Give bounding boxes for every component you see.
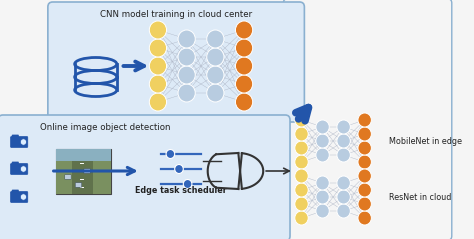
Circle shape	[337, 176, 350, 190]
Circle shape	[295, 127, 308, 141]
Circle shape	[337, 204, 350, 218]
Circle shape	[149, 57, 166, 75]
Circle shape	[149, 39, 166, 57]
FancyBboxPatch shape	[12, 190, 18, 194]
Circle shape	[236, 75, 253, 93]
Circle shape	[236, 39, 253, 57]
Text: Edge task scheduler: Edge task scheduler	[135, 186, 227, 195]
FancyBboxPatch shape	[12, 162, 18, 166]
FancyBboxPatch shape	[55, 161, 111, 194]
FancyBboxPatch shape	[75, 183, 82, 187]
FancyBboxPatch shape	[55, 149, 111, 161]
Circle shape	[358, 183, 372, 197]
Circle shape	[207, 66, 224, 84]
Circle shape	[358, 141, 372, 155]
Circle shape	[178, 66, 195, 84]
Circle shape	[358, 127, 372, 141]
Circle shape	[149, 21, 166, 39]
Circle shape	[295, 183, 308, 197]
FancyBboxPatch shape	[48, 2, 304, 122]
Circle shape	[149, 75, 166, 93]
Circle shape	[207, 48, 224, 66]
Circle shape	[358, 169, 372, 183]
Text: CNN model training in cloud center: CNN model training in cloud center	[100, 10, 252, 19]
Circle shape	[358, 113, 372, 127]
Circle shape	[295, 155, 308, 169]
Text: MobileNet in edge: MobileNet in edge	[389, 136, 462, 146]
FancyBboxPatch shape	[10, 136, 28, 147]
FancyBboxPatch shape	[55, 149, 111, 194]
Circle shape	[20, 194, 27, 200]
Circle shape	[178, 30, 195, 48]
Circle shape	[337, 120, 350, 134]
Circle shape	[295, 113, 308, 127]
Circle shape	[337, 190, 350, 204]
Circle shape	[316, 176, 329, 190]
FancyBboxPatch shape	[65, 175, 71, 179]
Circle shape	[358, 211, 372, 225]
Circle shape	[295, 211, 308, 225]
Circle shape	[236, 21, 253, 39]
Circle shape	[358, 155, 372, 169]
Circle shape	[316, 204, 329, 218]
Circle shape	[358, 197, 372, 211]
Circle shape	[178, 84, 195, 102]
Circle shape	[295, 169, 308, 183]
Text: Online image object detection: Online image object detection	[40, 123, 171, 132]
Circle shape	[207, 84, 224, 102]
FancyBboxPatch shape	[10, 163, 28, 174]
Text: ResNet in cloud: ResNet in cloud	[389, 192, 451, 201]
FancyBboxPatch shape	[12, 135, 18, 139]
Circle shape	[166, 150, 175, 158]
Circle shape	[316, 148, 329, 162]
Circle shape	[316, 120, 329, 134]
Circle shape	[236, 93, 253, 111]
Circle shape	[316, 134, 329, 148]
Circle shape	[207, 30, 224, 48]
FancyBboxPatch shape	[72, 161, 93, 194]
FancyBboxPatch shape	[0, 115, 290, 239]
FancyBboxPatch shape	[84, 169, 90, 173]
Circle shape	[175, 164, 183, 174]
FancyBboxPatch shape	[10, 191, 28, 202]
Circle shape	[295, 141, 308, 155]
Circle shape	[178, 48, 195, 66]
Circle shape	[236, 57, 253, 75]
Circle shape	[20, 166, 27, 172]
Circle shape	[337, 148, 350, 162]
Circle shape	[295, 197, 308, 211]
Circle shape	[316, 190, 329, 204]
Circle shape	[149, 93, 166, 111]
Circle shape	[337, 134, 350, 148]
Circle shape	[183, 179, 192, 189]
Circle shape	[20, 139, 27, 145]
